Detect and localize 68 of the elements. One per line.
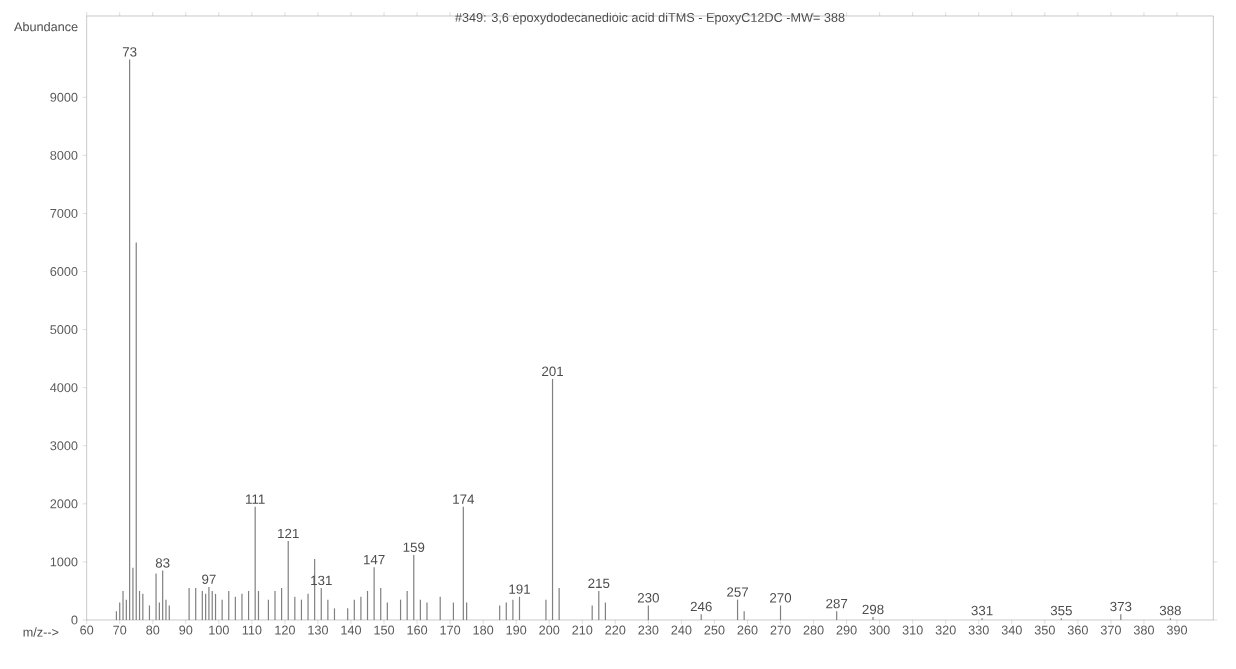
x-tick-label: 130 bbox=[308, 625, 329, 635]
y-tick-label: 1000 bbox=[50, 557, 78, 567]
y-tick-label: 6000 bbox=[50, 266, 78, 276]
y-tick-label: 3000 bbox=[50, 441, 78, 451]
x-tick-label: 190 bbox=[506, 625, 527, 635]
x-tick-label: 180 bbox=[473, 625, 494, 635]
annotation: 97 bbox=[202, 574, 216, 584]
x-tick-label: 300 bbox=[869, 625, 890, 635]
x-tick-label: 320 bbox=[935, 625, 956, 635]
x-tick-label: 350 bbox=[1034, 625, 1055, 635]
annotation: 121 bbox=[278, 528, 299, 538]
annotation: 246 bbox=[690, 601, 712, 612]
annotation: 159 bbox=[403, 542, 425, 552]
chart-title: #349: 3,6 epoxydodecanedioic acid diTMS - EpoxyC12DC -MW= 388 bbox=[454, 12, 845, 25]
x-tick-label: 270 bbox=[770, 625, 791, 635]
x-tick-label: 200 bbox=[539, 625, 560, 635]
y-tick-label: 2000 bbox=[50, 499, 78, 509]
annotation: 147 bbox=[364, 554, 385, 565]
annotation: 257 bbox=[727, 587, 749, 597]
annotation: 215 bbox=[588, 578, 610, 588]
annotation: 83 bbox=[155, 558, 170, 568]
annotation: 230 bbox=[637, 592, 659, 603]
annotation: 174 bbox=[453, 494, 475, 504]
x-tick-label: 150 bbox=[374, 625, 395, 635]
x-tick-label: 100 bbox=[209, 625, 229, 635]
x-tick-label: 280 bbox=[803, 625, 824, 635]
x-axis-title: m/z--> bbox=[23, 627, 59, 637]
annotation: 73 bbox=[122, 47, 137, 57]
annotation: 355 bbox=[1050, 605, 1072, 616]
x-tick-label: 360 bbox=[1067, 625, 1088, 635]
x-tick-label: 70 bbox=[113, 625, 127, 635]
annotation: 191 bbox=[509, 584, 530, 594]
annotation: 298 bbox=[862, 604, 884, 614]
x-tick-label: 220 bbox=[605, 625, 626, 635]
x-tick-label: 290 bbox=[836, 625, 857, 635]
x-tick-label: 160 bbox=[407, 625, 428, 635]
annotation: 270 bbox=[770, 592, 792, 603]
x-tick-label: 330 bbox=[968, 625, 989, 635]
x-tick-label: 210 bbox=[572, 625, 593, 635]
x-tick-label: 250 bbox=[704, 625, 725, 635]
x-tick-label: 370 bbox=[1100, 625, 1121, 635]
x-tick-label: 260 bbox=[737, 625, 758, 635]
y-tick-label: 9000 bbox=[50, 92, 78, 102]
x-tick-label: 120 bbox=[275, 625, 295, 635]
x-tick-label: 90 bbox=[179, 625, 193, 635]
annotation: 111 bbox=[246, 494, 265, 504]
y-axis-title: Abundance bbox=[14, 21, 78, 32]
x-tick-label: 60 bbox=[80, 625, 94, 635]
x-tick-label: 110 bbox=[242, 625, 262, 635]
annotation: 373 bbox=[1110, 601, 1132, 612]
annotation: 287 bbox=[826, 598, 848, 609]
annotation: 331 bbox=[971, 605, 993, 616]
annotation: 388 bbox=[1159, 605, 1181, 616]
y-tick-label: 0 bbox=[71, 615, 78, 625]
x-tick-label: 380 bbox=[1133, 625, 1155, 635]
y-tick-label: 4000 bbox=[50, 383, 78, 392]
x-tick-label: 80 bbox=[146, 625, 160, 635]
x-tick-label: 390 bbox=[1166, 625, 1188, 635]
x-tick-label: 170 bbox=[440, 625, 461, 635]
y-tick-label: 8000 bbox=[50, 150, 78, 160]
x-tick-label: 310 bbox=[902, 625, 923, 635]
annotation: 201 bbox=[542, 366, 564, 376]
x-tick-label: 240 bbox=[671, 625, 692, 635]
x-tick-label: 230 bbox=[638, 625, 659, 635]
y-tick-label: 5000 bbox=[50, 324, 78, 334]
y-tick-label: 7000 bbox=[50, 208, 78, 218]
x-tick-label: 140 bbox=[341, 625, 362, 635]
x-tick-label: 340 bbox=[1001, 625, 1022, 635]
